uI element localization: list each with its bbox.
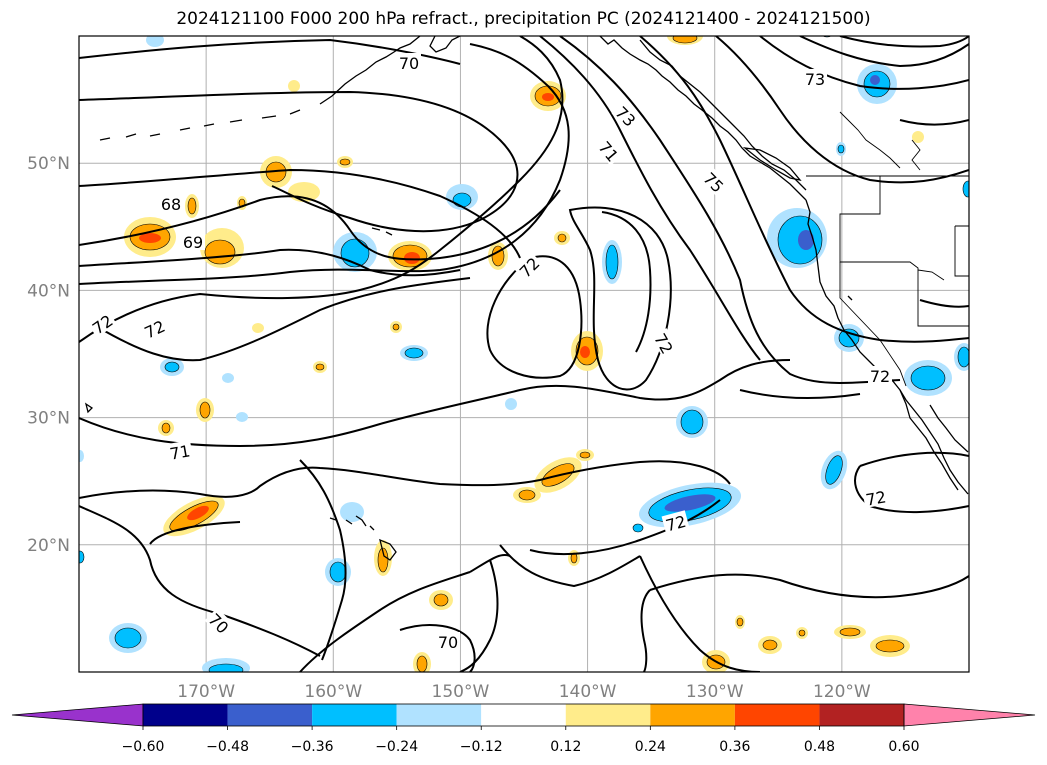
contour-label: 69 — [183, 233, 203, 252]
colorbar-tick-label: 0.24 — [635, 739, 666, 755]
colorbar-tick-label: 0.36 — [719, 739, 750, 755]
contour-label-bg — [650, 328, 679, 358]
contour-label-bg — [699, 166, 730, 197]
lon-tick-label: 120°W — [813, 682, 871, 702]
colorbar-tick-label: −0.24 — [375, 739, 418, 755]
longitude-labels: 170°W 160°W 150°W 140°W 130°W 120°W — [177, 682, 871, 702]
map-title: 2024121100 F000 200 hPa refract., precip… — [176, 9, 871, 29]
contour-label: 68 — [161, 195, 181, 214]
refractivity-contours — [79, 36, 969, 672]
contour-label-bg — [86, 309, 117, 338]
latitude-labels: 50°N 40°N 30°N 20°N — [27, 154, 70, 556]
contour-label-bg — [803, 69, 827, 87]
lon-tick-label: 150°W — [432, 682, 490, 702]
colorbar-tick-label: −0.12 — [460, 739, 503, 755]
contour-label: 70 — [438, 633, 458, 652]
colorbar-segment — [143, 704, 228, 726]
colorbar-segment — [734, 704, 820, 726]
contour-label: 73 — [805, 70, 825, 89]
contour-label: 72 — [664, 512, 689, 536]
colorbar-outline — [142, 703, 905, 727]
contour-label: 72 — [864, 487, 887, 509]
lat-tick-label: 20°N — [27, 536, 70, 556]
contour-label-bg — [862, 486, 890, 508]
contour-label: 71 — [595, 138, 623, 166]
contour-label-bg — [139, 314, 169, 342]
contour-label-bg — [204, 607, 235, 638]
plot-frame — [78, 35, 970, 673]
colorbar-segment — [819, 704, 904, 726]
colorbar-tick-label: −0.36 — [291, 739, 334, 755]
colorbar-segment — [565, 704, 651, 726]
precipitation-anomaly-fills — [79, 36, 969, 672]
colorbar-segment — [312, 704, 397, 726]
colorbar-tick-label: −0.48 — [206, 739, 249, 755]
contour-label: 71 — [168, 441, 191, 463]
contour-label-bg — [436, 632, 460, 650]
lat-tick-label: 40°N — [27, 281, 70, 301]
colorbar-extend-low — [11, 703, 144, 727]
contour-label: 70 — [204, 610, 232, 638]
colorbar-segment — [227, 704, 313, 726]
colorbar-tick-label: 0.12 — [550, 739, 581, 755]
negative-anomaly-blobs — [79, 36, 969, 672]
contour-label-bg — [181, 232, 205, 250]
contour-label-bg — [166, 440, 194, 462]
contour-label: 72 — [650, 330, 677, 357]
colorbar-segment — [481, 704, 566, 726]
lon-tick-label: 160°W — [304, 682, 362, 702]
contour-label-bg — [397, 53, 421, 71]
colorbar-tick-label: 0.60 — [888, 739, 919, 755]
contour-label-bg — [594, 135, 625, 166]
contour-label: 72 — [142, 317, 168, 343]
gridlines — [79, 36, 969, 672]
colorbar: −0.60 −0.48 −0.36 −0.24 −0.12 0.12 0.24 0.36 0.4… — [11, 703, 1036, 755]
lon-tick-label: 130°W — [686, 682, 744, 702]
contour-label-bg — [868, 366, 892, 384]
contour-label-bg — [513, 251, 544, 282]
colorbar-extend-high — [903, 703, 1036, 727]
colorbar-segment — [396, 704, 482, 726]
contour-label-bg — [159, 194, 183, 212]
lat-tick-label: 30°N — [27, 409, 70, 429]
lon-tick-label: 140°W — [559, 682, 617, 702]
lon-tick-label: 170°W — [177, 682, 235, 702]
contour-label: 75 — [699, 169, 727, 197]
colorbar-segment — [650, 704, 735, 726]
lat-tick-label: 50°N — [27, 154, 70, 174]
contour-label-bg — [661, 510, 690, 534]
contour-label: 70 — [399, 54, 419, 73]
colorbar-tick-label: −0.60 — [122, 739, 165, 755]
colorbar-tick-label: 0.48 — [804, 739, 835, 755]
contour-label-bg — [611, 100, 642, 131]
contour-label: 72 — [870, 367, 890, 386]
positive-anomaly-blobs — [124, 36, 924, 672]
